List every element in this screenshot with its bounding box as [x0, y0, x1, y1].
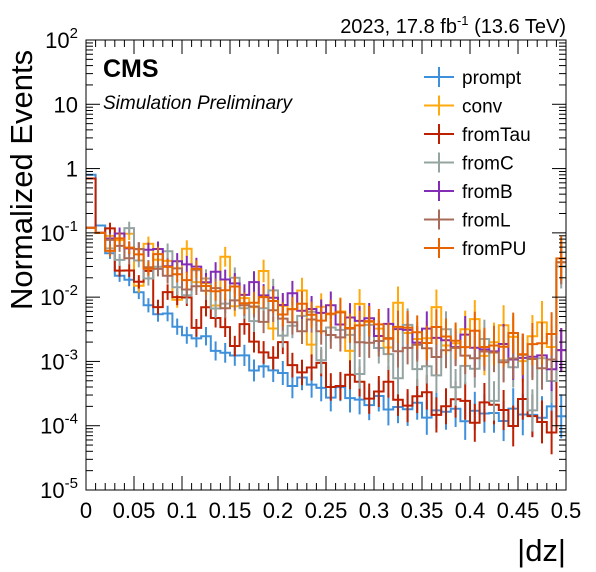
x-tick-label: 0.35	[401, 498, 444, 523]
legend-item-fromPU: fromPU	[424, 238, 526, 260]
x-tick-label: 0.1	[167, 498, 198, 523]
y-tick-label: 10-2	[40, 282, 78, 310]
x-tick-label: 0.25	[305, 498, 348, 523]
x-tick-label: 0.45	[497, 498, 540, 523]
y-tick-label: 10-3	[40, 346, 78, 374]
legend-label: fromC	[462, 154, 514, 175]
legend-label: prompt	[462, 68, 522, 89]
x-tick-label: 0.15	[209, 498, 252, 523]
experiment-label: CMS	[103, 55, 159, 83]
legend-item-fromC: fromC	[424, 152, 514, 175]
legend-label: fromTau	[462, 125, 531, 146]
series-layer	[86, 173, 566, 455]
y-tick-label: 10	[54, 92, 78, 117]
y-tick-label: 1	[66, 157, 78, 182]
legend-item-conv: conv	[424, 95, 503, 118]
legend-label: conv	[462, 97, 503, 118]
y-tick-label: 10-4	[40, 411, 78, 439]
x-tick-label: 0.5	[551, 498, 582, 523]
x-tick-label: 0.2	[263, 498, 294, 523]
y-tick-label: 102	[45, 25, 78, 53]
legend: prompt conv fromTau fromC fromB fromL fromPU	[424, 67, 531, 260]
legend-item-fromB: fromB	[424, 181, 513, 203]
series-fromPU	[86, 226, 566, 375]
legend-item-fromTau: fromTau	[424, 124, 531, 146]
legend-label: fromB	[462, 182, 513, 203]
tick-labels: 0 0.05 0.1 0.15 0.2 0.25 0.3 0.35 0.4 0.45 0.5 102 1…	[40, 25, 581, 523]
x-tick-label: 0.05	[113, 498, 156, 523]
x-tick-label: 0.4	[455, 498, 486, 523]
lumi-label: 2023, 17.8 fb-1 (13.6 TeV)	[340, 13, 566, 38]
legend-item-fromL: fromL	[424, 209, 511, 232]
x-axis-title: |dz|	[517, 533, 566, 568]
y-tick-label: 10-1	[40, 218, 78, 246]
x-tick-label: 0	[80, 498, 92, 523]
y-tick-label: 10-5	[40, 475, 78, 503]
legend-label: fromPU	[462, 239, 526, 260]
status-label: Simulation Preliminary	[103, 93, 294, 114]
x-tick-label: 0.3	[359, 498, 390, 523]
legend-item-prompt: prompt	[424, 67, 522, 89]
y-axis-title: Normalized Events	[4, 50, 39, 310]
ticks-layer	[85, 39, 567, 491]
legend-label: fromL	[462, 211, 511, 232]
